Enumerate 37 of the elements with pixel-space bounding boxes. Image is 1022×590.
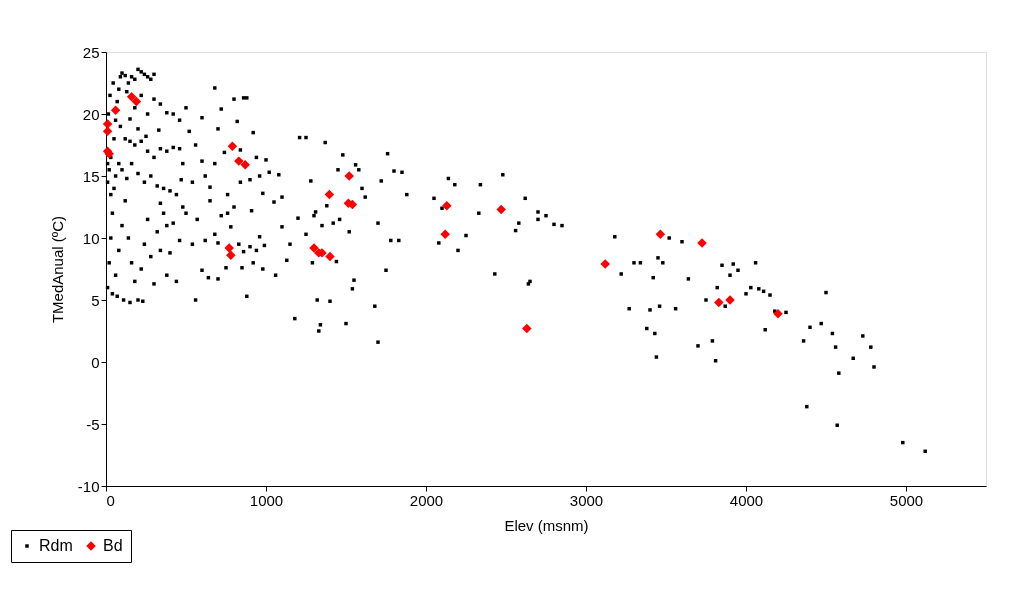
y-tick-label: 10	[82, 229, 100, 247]
x-tick-label: 4000	[729, 491, 764, 509]
point	[224, 243, 234, 253]
x-tick-label: 5000	[889, 491, 924, 509]
point	[110, 105, 121, 116]
y-axis-title: TMedAnual (ºC)	[48, 215, 66, 324]
point	[131, 96, 142, 107]
point	[324, 189, 335, 200]
point	[325, 251, 335, 262]
legend-label: Bd	[103, 537, 123, 554]
point	[227, 141, 238, 151]
x-tick-label: 0	[106, 491, 115, 509]
legend-label: Rdm	[39, 537, 73, 554]
point	[440, 229, 450, 240]
y-tick-label: 20	[82, 105, 100, 123]
point	[102, 119, 113, 129]
point	[655, 229, 666, 240]
point	[773, 308, 783, 319]
point	[234, 156, 244, 166]
point	[714, 297, 724, 308]
point	[102, 126, 113, 137]
y-tick-label: 15	[82, 167, 100, 185]
point	[126, 91, 137, 102]
x-tick-label: 1000	[249, 491, 284, 509]
x-tick-label: 2000	[409, 491, 444, 509]
point	[522, 323, 532, 334]
y-tick-label: 0	[91, 353, 100, 371]
point	[226, 250, 236, 261]
y-tick-label: 5	[91, 291, 100, 309]
point	[240, 160, 250, 170]
point	[442, 201, 452, 211]
x-axis-title: Elev (msnm)	[504, 516, 589, 534]
y-tick-label: 25	[82, 43, 100, 61]
x-tick-label: 3000	[569, 491, 604, 509]
point	[496, 204, 506, 215]
y-tick-label: -5	[86, 415, 100, 433]
y-tick-label: -10	[77, 477, 100, 495]
